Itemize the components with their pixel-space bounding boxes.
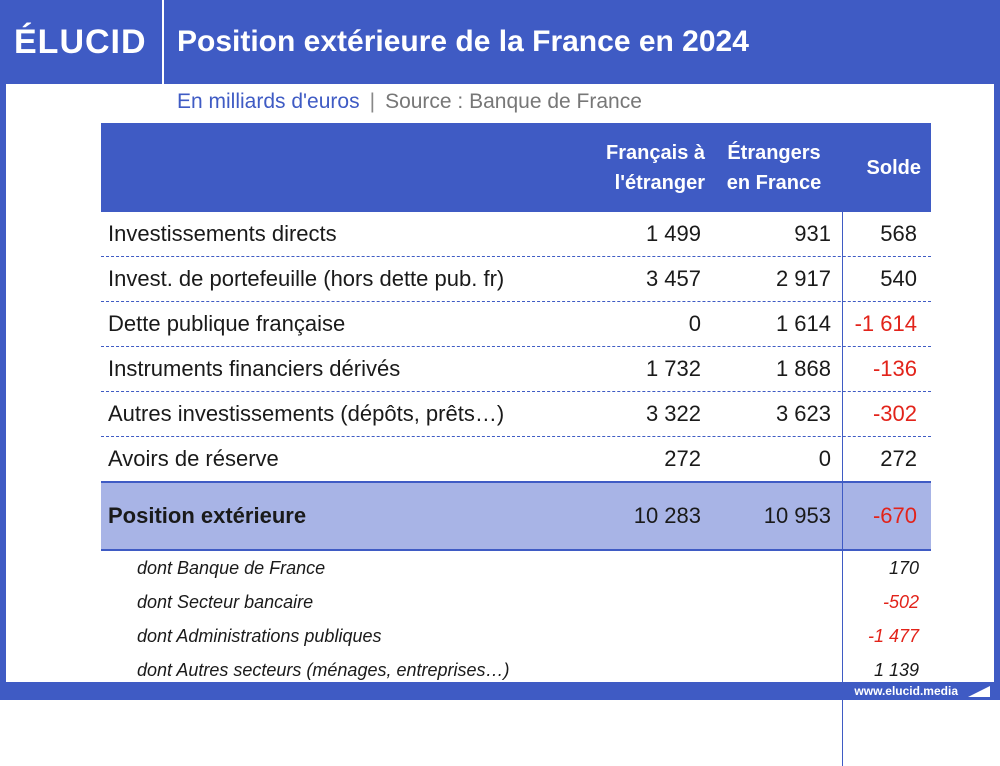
cell-francais: 1 499 — [645, 221, 701, 246]
cell-francais: 3 322 — [645, 401, 701, 426]
row-label: Invest. de portefeuille (hors dette pub.… — [108, 266, 505, 291]
total-solde: -670 — [872, 503, 917, 528]
cell-etrangers: 3 623 — [775, 401, 831, 426]
solde-column-divider — [842, 212, 843, 766]
header-etrangers-line2: en France — [726, 171, 822, 194]
row-label: Autres investissements (dépôts, prêts…) — [108, 401, 505, 426]
header-solde-label: Solde — [866, 156, 921, 179]
table-row: Invest. de portefeuille (hors dette pub.… — [101, 257, 931, 302]
breakdown-solde: 1 139 — [873, 660, 919, 680]
table-row: Autres investissements (dépôts, prêts…) … — [101, 392, 931, 437]
breakdown-row: dont Autres secteurs (ménages, entrepris… — [101, 653, 931, 687]
right-border — [994, 84, 1000, 700]
header-francais-line2: l'étranger — [614, 171, 705, 194]
cell-francais: 272 — [664, 446, 701, 471]
breakdown-row: dont Secteur bancaire -502 — [101, 585, 931, 619]
row-label: Instruments financiers dérivés — [108, 356, 401, 381]
table-row: Instruments financiers dérivés 1 732 1 8… — [101, 347, 931, 392]
row-label: Avoirs de réserve — [108, 446, 279, 471]
table-row: Avoirs de réserve 272 0 272 — [101, 437, 931, 481]
breakdown-solde: 170 — [888, 558, 919, 578]
unit-label: En milliards d'euros — [177, 90, 360, 113]
breakdown-label: dont Administrations publiques — [137, 626, 382, 646]
breakdown-solde: -1 477 — [867, 626, 919, 646]
cell-solde: -302 — [872, 401, 917, 426]
header-etrangers: Étrangers en France — [713, 123, 835, 212]
breakdown-label: dont Autres secteurs (ménages, entrepris… — [137, 660, 510, 680]
cell-solde: 540 — [880, 266, 917, 291]
total-francais: 10 283 — [633, 503, 701, 528]
cell-solde: 568 — [880, 221, 917, 246]
breakdown-label: dont Secteur bancaire — [137, 592, 314, 612]
cell-etrangers: 2 917 — [775, 266, 831, 291]
cell-etrangers: 1 614 — [775, 311, 831, 336]
table-row: Investissements directs 1 499 931 568 — [101, 212, 931, 257]
website-link[interactable]: www.elucid.media — [854, 684, 958, 698]
data-table: Français à l'étranger Étrangers en Franc… — [101, 123, 931, 766]
footer-bar: www.elucid.media — [0, 682, 1000, 700]
cell-etrangers: 0 — [818, 446, 831, 471]
header-francais: Français à l'étranger — [571, 123, 705, 212]
breakdown-row: dont Administrations publiques -1 477 — [101, 619, 931, 653]
cell-solde: -136 — [872, 356, 917, 381]
elucid-logo: ÉLUCID — [14, 23, 147, 61]
header-solde: Solde — [843, 123, 921, 212]
header-divider — [162, 0, 164, 84]
table-row: Dette publique française 0 1 614 -1 614 — [101, 302, 931, 347]
source-label: Source : Banque de France — [385, 90, 642, 113]
total-label: Position extérieure — [108, 503, 307, 528]
page-title: Position extérieure de la France en 2024 — [177, 25, 749, 58]
breakdown-label: dont Banque de France — [137, 558, 326, 578]
subtitle: En milliards d'euros | Source : Banque de … — [177, 88, 642, 116]
total-etrangers: 10 953 — [763, 503, 831, 528]
cell-francais: 0 — [688, 311, 701, 336]
breakdown-solde: -502 — [882, 592, 919, 612]
cell-francais: 1 732 — [645, 356, 701, 381]
header-bar: ÉLUCID Position extérieure de la France … — [0, 0, 1000, 84]
row-label: Dette publique française — [108, 311, 346, 336]
left-border — [0, 84, 6, 700]
cell-francais: 3 457 — [645, 266, 701, 291]
cell-etrangers: 931 — [794, 221, 831, 246]
cell-solde: 272 — [880, 446, 917, 471]
row-label: Investissements directs — [108, 221, 337, 246]
table-header: Français à l'étranger Étrangers en Franc… — [101, 123, 931, 212]
cell-etrangers: 1 868 — [775, 356, 831, 381]
elucid-mark-icon — [968, 686, 990, 697]
cell-solde: -1 614 — [854, 311, 917, 336]
header-francais-line1: Français à — [606, 141, 705, 164]
subtitle-separator: | — [369, 90, 376, 113]
header-etrangers-line1: Étrangers — [727, 141, 821, 164]
breakdown-row: dont Banque de France 170 — [101, 551, 931, 585]
total-row: Position extérieure 10 283 10 953 -670 — [101, 481, 931, 551]
